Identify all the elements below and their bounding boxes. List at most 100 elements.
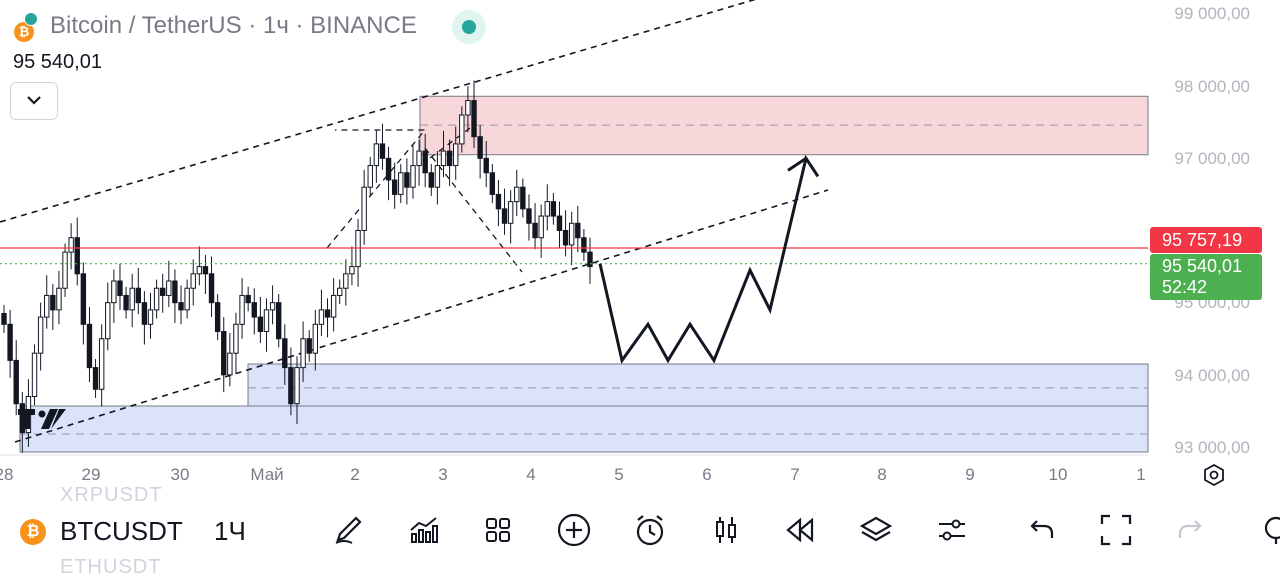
candle-body [31, 352, 38, 397]
candle [355, 218, 361, 287]
candle-body [300, 338, 306, 369]
candle-body [349, 266, 355, 275]
time-axis-label: 1 [1136, 465, 1146, 484]
add-icon[interactable] [556, 512, 592, 548]
candle [147, 292, 154, 339]
header-price: 95 540,01 [13, 51, 102, 73]
candle [74, 217, 80, 286]
candle-body [153, 287, 160, 311]
candle [92, 358, 99, 398]
candle-body [123, 294, 129, 311]
candle [257, 296, 264, 344]
candle-body [568, 222, 575, 246]
layers-icon[interactable] [858, 512, 894, 548]
layouts-icon[interactable] [480, 512, 516, 548]
candle-body [221, 331, 227, 376]
candle [416, 139, 422, 186]
candle-body [160, 287, 166, 296]
undo-icon[interactable] [1022, 512, 1058, 548]
candle-body [483, 157, 489, 174]
candle-body [135, 287, 141, 304]
time-axis-label: 2 [350, 465, 360, 484]
candle-body [208, 273, 215, 304]
fullscreen-icon[interactable] [1098, 512, 1134, 548]
candle [459, 106, 465, 153]
redo-icon[interactable] [1174, 512, 1210, 548]
candle-body [318, 309, 325, 325]
forecast-path [598, 154, 820, 364]
candle [105, 282, 111, 351]
candle [501, 188, 508, 235]
candle-body [172, 280, 178, 304]
candle [184, 279, 190, 319]
candle-body [214, 302, 221, 333]
candle [98, 324, 105, 407]
watchlist-icon[interactable] [1258, 512, 1280, 548]
candle [263, 298, 270, 352]
candle-body [13, 359, 19, 405]
candle-body [556, 215, 563, 231]
candle-body [587, 251, 593, 268]
indicators-icon[interactable] [405, 512, 441, 548]
chart-settings-icon[interactable] [1202, 463, 1226, 487]
market-status-icon[interactable] [452, 10, 486, 44]
candle-body [373, 143, 380, 167]
channel-mid-line [424, 147, 523, 273]
candle [391, 162, 398, 209]
settings-sliders-icon[interactable] [934, 512, 970, 548]
candle-body [257, 316, 264, 333]
candle-body [7, 323, 13, 361]
candle-body [465, 100, 471, 116]
alert-price-tag[interactable]: 95 757,19 [1150, 227, 1262, 253]
candle [330, 278, 337, 332]
candle [343, 259, 349, 306]
ghost-symbol-below: ETHUSDT [60, 556, 162, 578]
last-price-tag[interactable]: 95 540,01 52:42 [1150, 254, 1262, 300]
candles-icon[interactable] [708, 512, 744, 548]
candle [306, 330, 312, 362]
candle-body [520, 186, 526, 210]
candle [422, 133, 428, 188]
replay-icon[interactable] [782, 512, 818, 548]
candle [288, 347, 294, 416]
candle [294, 356, 300, 424]
candle-body [239, 294, 245, 325]
candle [190, 259, 196, 306]
time-axis-label: 9 [965, 465, 975, 484]
candle-body [422, 150, 428, 174]
candle [520, 178, 526, 218]
candle-body [251, 302, 257, 318]
candle [62, 243, 68, 297]
candle [361, 169, 367, 245]
candle-body [410, 165, 416, 188]
collapse-legend-button[interactable] [10, 82, 58, 120]
candle [526, 194, 532, 241]
candle-body [50, 294, 56, 311]
symbol-title[interactable]: Bitcoin / TetherUS · 1ч · BINANCE [50, 12, 417, 39]
candle-body [526, 208, 532, 224]
candle [111, 269, 117, 323]
price-chart[interactable] [0, 0, 1280, 490]
candle-body [80, 273, 87, 325]
price-axis-label: 94 000,00 [1174, 366, 1250, 385]
candle-body [56, 287, 62, 311]
candle [562, 210, 569, 257]
forecast-arrowhead [787, 157, 807, 172]
candle-body [538, 215, 544, 239]
candle [428, 164, 434, 196]
time-axis-label: 5 [614, 465, 624, 484]
candle [31, 344, 38, 406]
candle-body [581, 237, 587, 253]
candle [269, 285, 276, 325]
candle [282, 324, 288, 385]
candle [507, 190, 514, 244]
candle-body [367, 165, 373, 188]
bar-countdown: 52:42 [1162, 277, 1208, 297]
interval-selector[interactable]: 1Ч [214, 516, 246, 546]
candle-body [111, 280, 117, 304]
alert-clock-icon[interactable] [632, 512, 668, 548]
candle [227, 332, 233, 387]
symbol-selector[interactable]: BTCUSDT [60, 516, 183, 546]
draw-pen-icon[interactable] [330, 512, 366, 548]
candle-body [233, 323, 239, 354]
